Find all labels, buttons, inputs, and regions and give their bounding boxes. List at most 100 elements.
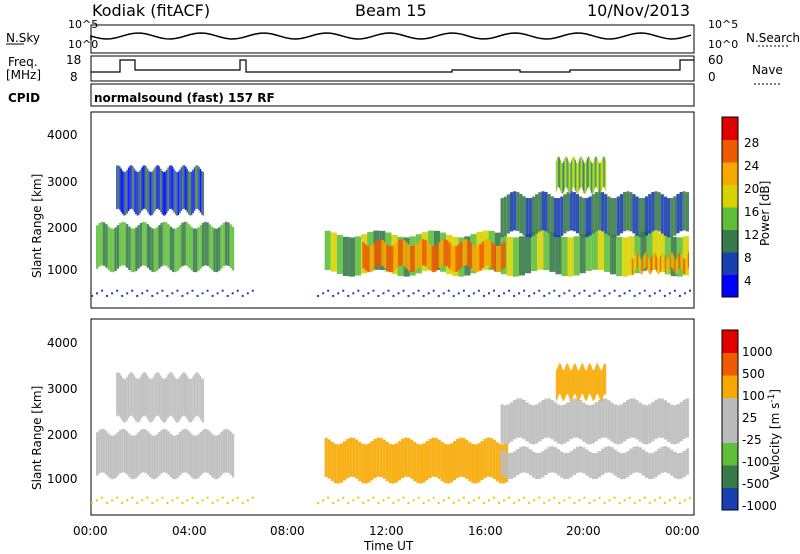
power-speckle <box>176 289 179 292</box>
velocity-cell <box>573 364 575 395</box>
power-speckle <box>583 289 586 292</box>
velocity-cell <box>158 432 161 476</box>
power-cell <box>568 162 570 193</box>
power-cell <box>469 242 473 269</box>
velocity-cell <box>613 404 617 444</box>
velocity-speckle <box>246 499 249 502</box>
power-speckle <box>101 289 104 292</box>
power-cell <box>448 242 451 269</box>
velocity-cell <box>588 364 590 395</box>
velocity-cb-tick-25: 25 <box>742 411 758 425</box>
power-cell <box>682 256 684 272</box>
power-cell <box>652 253 654 270</box>
velocity-cell <box>568 366 570 397</box>
power-cell <box>570 160 572 192</box>
velocity-cell <box>498 443 502 484</box>
velocity-speckle <box>457 499 460 502</box>
velocity-speckle <box>568 496 571 499</box>
power-cell <box>657 192 661 232</box>
power-speckle <box>633 294 636 297</box>
power-speckle <box>191 289 194 292</box>
power-cell <box>656 256 658 272</box>
power-cell <box>419 239 423 266</box>
power-cell <box>190 171 193 216</box>
power-cell <box>185 222 189 266</box>
velocity-cell <box>434 437 438 478</box>
power-cell <box>438 241 442 268</box>
velocity-speckle <box>467 501 470 504</box>
power-speckle <box>673 289 676 292</box>
velocity-cell <box>572 398 576 438</box>
velocity-cell <box>177 378 180 423</box>
velocity-speckle <box>523 496 526 499</box>
velocity-cell <box>651 452 655 479</box>
velocity-cell <box>116 372 118 417</box>
power-cell <box>142 221 145 266</box>
velocity-cell <box>229 431 232 475</box>
velocity-speckle <box>643 496 646 499</box>
power-speckle <box>332 294 335 297</box>
power-cell <box>170 165 172 209</box>
velocity-cell <box>604 398 608 438</box>
velocity-cell <box>358 441 362 482</box>
velocity-cell <box>519 446 523 474</box>
velocity-cell <box>516 398 520 438</box>
cpid-program: normalsound (fast) 157 RF <box>94 91 275 105</box>
power-cell <box>655 254 657 270</box>
colorbar-swatch <box>722 330 738 353</box>
velocity-speckle <box>658 496 661 499</box>
velocity-cell <box>410 439 414 479</box>
velocity-cell <box>584 368 586 400</box>
power-cell <box>664 256 666 272</box>
velocity-cell <box>195 435 198 480</box>
velocity-speckle <box>317 501 320 504</box>
velocity-cell <box>471 443 475 484</box>
power-cell <box>160 222 163 267</box>
power-cell <box>163 172 165 216</box>
power-cell <box>379 239 382 266</box>
power-speckle <box>533 292 536 295</box>
velocity-speckle <box>668 499 671 502</box>
power-cell <box>667 258 669 274</box>
power-cell <box>183 221 186 266</box>
velocity-cell <box>126 376 128 421</box>
velocity-cell <box>218 434 221 478</box>
power-speckle <box>498 294 501 297</box>
velocity-speckle <box>146 496 149 499</box>
velocity-cell <box>98 429 101 474</box>
power-speckle <box>407 294 410 297</box>
power-cell <box>117 165 120 209</box>
velocity-speckle <box>106 501 109 504</box>
colorbar-swatch <box>722 162 738 185</box>
velocity-heatmap <box>91 363 691 504</box>
power-speckle <box>186 292 189 295</box>
date-label: 10/Nov/2013 <box>587 1 691 20</box>
power-cell <box>174 170 177 215</box>
velocity-cell <box>388 443 392 484</box>
velocity-cell <box>459 437 463 477</box>
power-cell <box>165 169 168 214</box>
power-cell <box>516 191 520 232</box>
power-cell <box>177 171 180 216</box>
power-cell <box>414 244 418 271</box>
power-speckle <box>553 289 556 292</box>
velocity-cell <box>196 372 199 416</box>
power-speckle <box>327 289 330 292</box>
power-speckle <box>482 294 485 297</box>
velocity-cell <box>638 402 642 442</box>
velocity-cell <box>602 366 604 397</box>
velocity-speckle <box>357 496 360 499</box>
velocity-cell <box>165 376 168 421</box>
power-speckle <box>603 294 606 297</box>
power-cell <box>218 227 221 271</box>
power-cell <box>129 165 131 210</box>
velocity-cell <box>676 453 680 480</box>
velocity-speckle <box>663 501 666 504</box>
velocity-speckle <box>543 501 546 504</box>
power-cell <box>676 194 680 234</box>
velocity-cell <box>528 404 532 444</box>
velocity-speckle <box>407 501 410 504</box>
power-cell <box>199 168 202 213</box>
power-speckle <box>558 294 561 297</box>
power-cell <box>666 198 671 238</box>
